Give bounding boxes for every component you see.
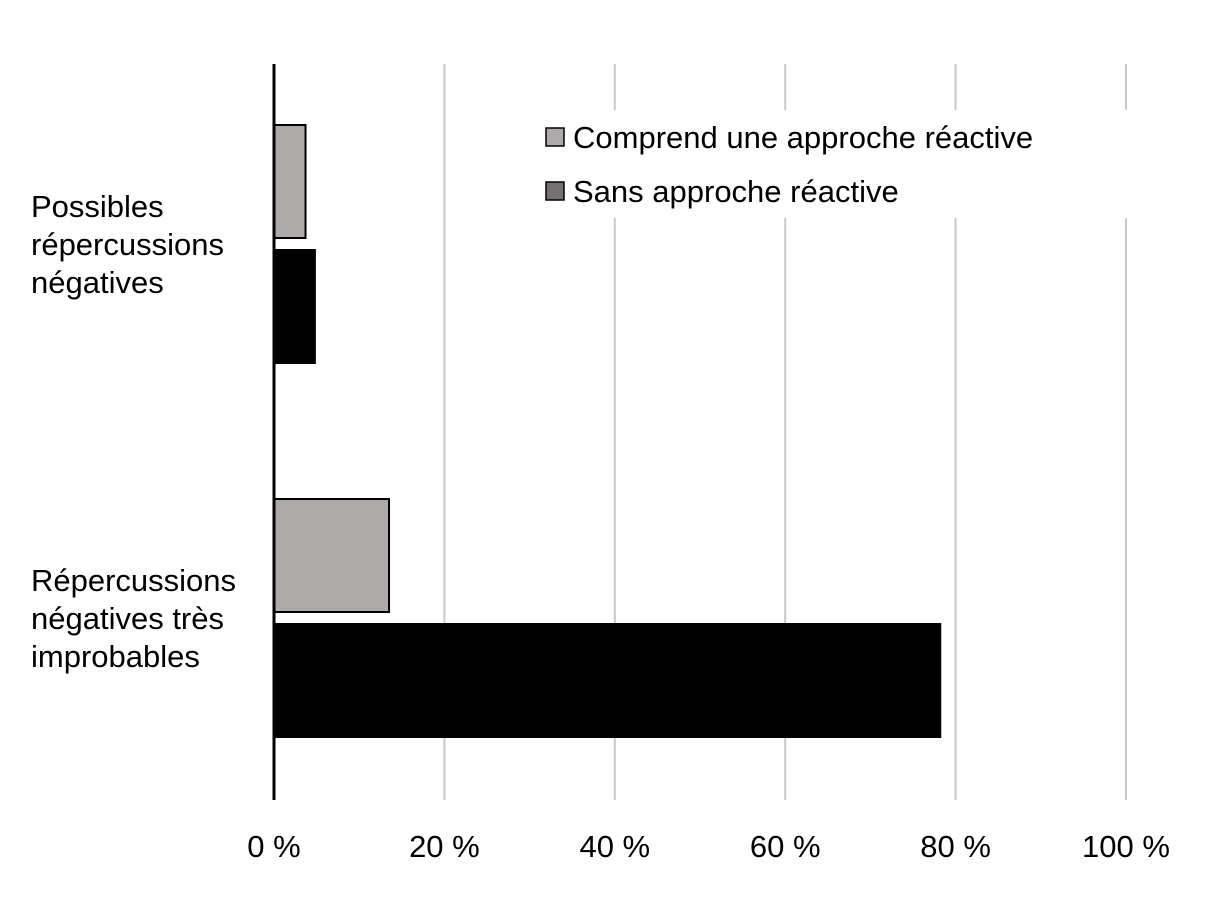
x-tick-label: 40 %: [579, 829, 650, 864]
bar-comprend-approche-reactive: [273, 498, 391, 613]
category-label-line: négatives: [31, 265, 164, 300]
x-tick-label: 80 %: [920, 829, 991, 864]
legend-swatch: [545, 181, 565, 201]
legend-box: [530, 110, 1140, 218]
category-label-line: répercussions: [31, 227, 224, 262]
category-label-line: négatives très: [31, 601, 224, 636]
bar-sans-approche-reactive: [273, 623, 942, 738]
legend-label: Comprend une approche réactive: [573, 120, 1033, 155]
legend: Comprend une approche réactive Sans appro…: [530, 110, 1140, 218]
x-tick-label: 20 %: [409, 829, 480, 864]
x-tick-label: 0 %: [247, 829, 300, 864]
bar-sans-approche-reactive: [273, 249, 316, 364]
x-tick-labels: 0 % 20 % 40 % 60 % 80 % 100 %: [247, 829, 1170, 864]
category-label-line: Possibles: [31, 189, 164, 224]
legend-swatch: [545, 127, 565, 147]
x-tick-label: 60 %: [750, 829, 821, 864]
bar-comprend-approche-reactive: [273, 124, 307, 239]
category-label-line: Répercussions: [31, 563, 236, 598]
x-tick-label: 100 %: [1082, 829, 1170, 864]
legend-label: Sans approche réactive: [573, 174, 899, 209]
category-label-line: improbables: [31, 639, 200, 674]
